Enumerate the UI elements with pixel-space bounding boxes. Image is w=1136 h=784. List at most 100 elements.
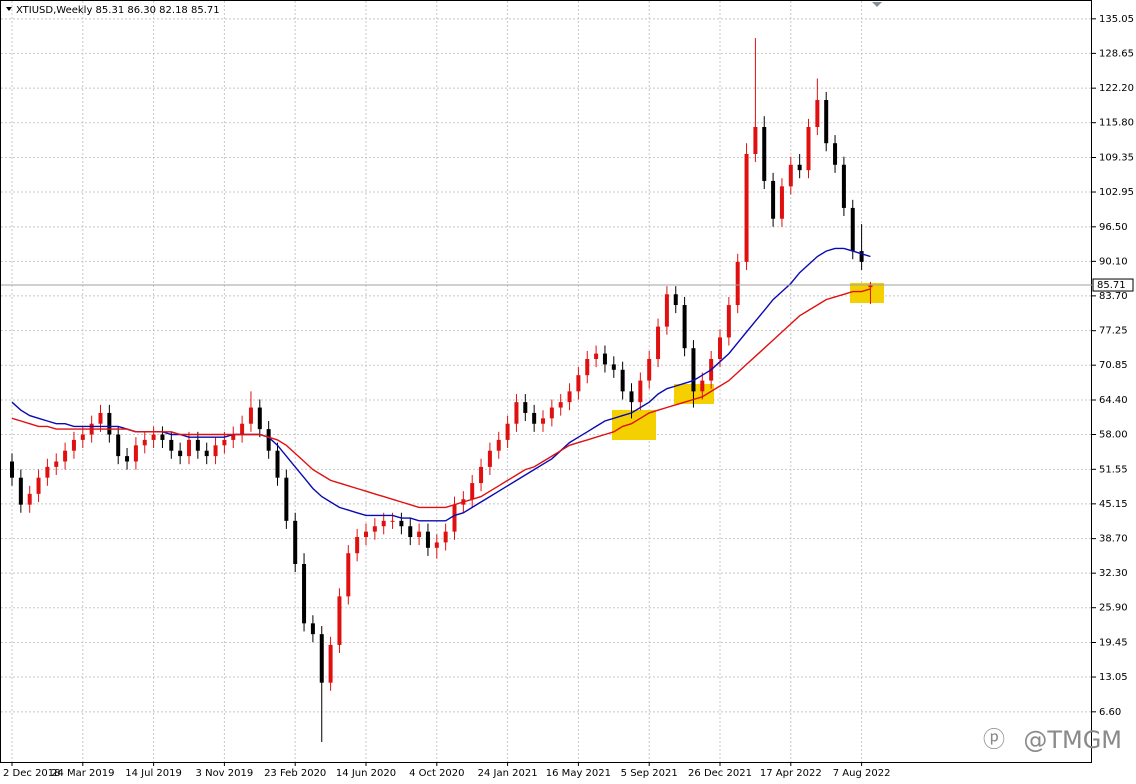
candle-body: [142, 439, 147, 446]
candle-body: [532, 412, 537, 424]
chart-title: XTIUSD,Weekly 85.31 86.30 82.18 85.71: [16, 5, 220, 16]
candle-body: [222, 439, 227, 446]
candle-body: [682, 305, 687, 349]
candle-body: [98, 412, 103, 424]
candle-body: [160, 434, 165, 440]
candle-body: [319, 634, 324, 683]
candle-body: [248, 407, 253, 424]
candle-body: [425, 531, 430, 548]
candle-body: [27, 493, 32, 505]
candle-body: [116, 434, 121, 457]
candle-body: [372, 526, 377, 532]
candle-body: [541, 418, 545, 424]
y-tick-label: 64.40: [1099, 395, 1128, 406]
candle-body: [390, 520, 395, 522]
plot-frame: [0, 0, 1092, 763]
candle-body: [213, 445, 218, 457]
x-tick-label: 16 May 2021: [546, 768, 611, 779]
candle-body: [779, 186, 784, 219]
candle-body: [399, 520, 404, 527]
candle-body: [284, 477, 289, 521]
candle-body: [381, 520, 386, 527]
candle-body: [328, 644, 333, 683]
x-tick-label: 24 Mar 2019: [51, 768, 114, 779]
x-tick-label: 24 Jan 2021: [478, 768, 538, 779]
x-tick-label: 3 Nov 2019: [196, 768, 254, 779]
y-tick-label: 38.70: [1099, 534, 1128, 545]
candle-body: [797, 164, 802, 171]
candle-body: [523, 402, 528, 413]
candle-body: [629, 391, 634, 403]
candle-body: [71, 439, 76, 451]
candle-body: [549, 407, 554, 419]
candle-body: [700, 380, 705, 392]
y-tick-label: 51.55: [1099, 464, 1128, 475]
y-tick-label: 13.05: [1099, 672, 1128, 683]
y-tick-label: 77.25: [1099, 326, 1128, 337]
candle-body: [107, 412, 112, 435]
candle-body: [355, 537, 360, 554]
watermark-icon: ⓟ: [983, 728, 1005, 753]
candle-body: [611, 364, 616, 370]
candle-body: [735, 261, 740, 306]
candle-body: [275, 450, 280, 478]
x-tick-label: 2 Dec 2018: [3, 768, 61, 779]
y-tick-label: 102.95: [1099, 187, 1134, 198]
highlight-box: [612, 410, 656, 440]
y-tick-label: 109.35: [1099, 152, 1134, 163]
candle-body: [204, 450, 209, 457]
candle-body: [514, 402, 519, 424]
candle-body: [815, 100, 820, 128]
y-tick-label: 45.15: [1099, 499, 1128, 510]
candle-body: [718, 337, 722, 359]
y-tick-label: 90.10: [1099, 256, 1128, 267]
candle-body: [240, 423, 245, 435]
candle-body: [496, 439, 501, 451]
candle-body: [178, 450, 183, 457]
y-tick-label: 70.85: [1099, 360, 1128, 371]
candle-body: [266, 429, 271, 451]
x-tick-label: 23 Feb 2020: [264, 768, 326, 779]
candle-body: [364, 531, 368, 538]
candle-body: [841, 164, 846, 208]
y-tick-label: 96.50: [1099, 222, 1128, 233]
candle-body: [833, 143, 838, 165]
x-tick-label: 5 Sep 2021: [621, 768, 678, 779]
candle-body: [479, 466, 484, 484]
candle-body: [10, 461, 14, 478]
candle-body: [656, 326, 661, 359]
last-price-label: 85.71: [1097, 280, 1126, 291]
candle-body: [859, 251, 864, 262]
x-tick-label: 14 Jul 2019: [125, 768, 182, 779]
candle-body: [195, 439, 200, 451]
candle-body: [788, 164, 793, 187]
candle-body: [487, 450, 492, 467]
candle-body: [337, 596, 342, 645]
last-price-box: [1092, 278, 1134, 292]
menu-arrow: [6, 7, 12, 11]
candle-body: [824, 100, 829, 144]
candle-body: [151, 434, 156, 440]
candle-body: [45, 466, 50, 478]
candle-body: [762, 127, 767, 181]
candle-body: [443, 531, 448, 543]
candle-body: [470, 483, 475, 500]
candle-body: [63, 450, 68, 462]
candle-body: [169, 439, 174, 451]
candle-body: [257, 407, 262, 430]
x-tick-label: 14 Jun 2020: [336, 768, 396, 779]
y-tick-label: 25.90: [1099, 603, 1128, 614]
y-tick-label: 135.05: [1099, 14, 1134, 25]
y-tick-label: 115.80: [1099, 118, 1134, 129]
y-tick-label: 122.20: [1099, 83, 1134, 94]
highlight-box: [850, 283, 884, 303]
watermark: @TMGM: [1023, 726, 1122, 754]
candle-body: [726, 305, 731, 338]
y-tick-label: 83.70: [1099, 291, 1128, 302]
candle-body: [673, 294, 678, 306]
candle-body: [434, 542, 439, 548]
candle-body: [125, 456, 130, 462]
candle-body: [408, 526, 413, 538]
y-tick-label: 19.45: [1099, 638, 1128, 649]
